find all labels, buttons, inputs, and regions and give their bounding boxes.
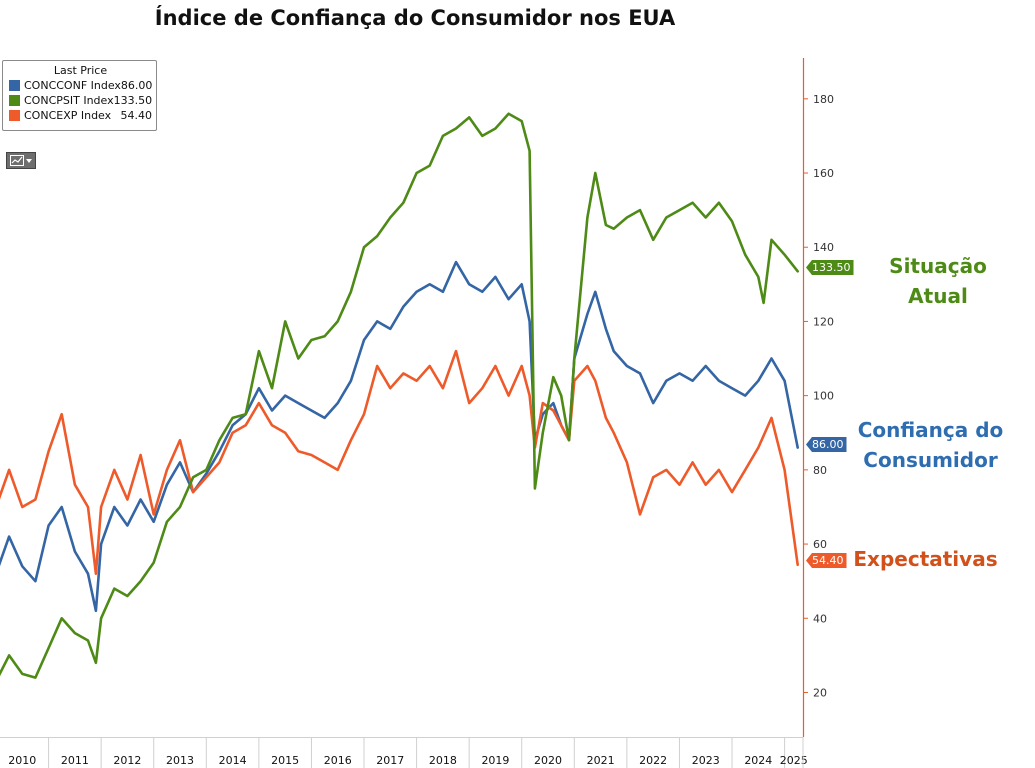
y-tick-label: 60 (813, 538, 827, 551)
legend-value: 133.50 (113, 94, 153, 107)
label-expectativas: Expectativas (853, 547, 998, 571)
x-tick-label: 2019 (481, 754, 509, 767)
series-line-concexp (0, 349, 800, 576)
y-tick-label: 80 (813, 464, 827, 477)
x-tick-label: 2010 (8, 754, 36, 767)
legend-swatch-concexp (9, 110, 20, 121)
x-tick-label: 2025 (780, 754, 808, 767)
legend-value: 86.00 (120, 79, 153, 92)
x-tick-label: 2013 (166, 754, 194, 767)
legend-item-concconf[interactable]: CONCCONF Index 86.00 (9, 78, 152, 93)
legend-value: 54.40 (120, 109, 153, 122)
x-tick-label: 2021 (587, 754, 615, 767)
legend-item-concpsit[interactable]: CONCPSIT Index 133.50 (9, 93, 152, 108)
x-tick-label: 2017 (376, 754, 404, 767)
chart-title: Índice de Confiança do Consumidor nos EU… (154, 6, 676, 30)
last-value-tag-concconf: 86.00 (806, 437, 847, 452)
y-tick-label: 20 (813, 686, 827, 699)
legend-label: CONCEXP Index (24, 109, 112, 122)
series-line-concconf (0, 260, 800, 613)
x-tick-label: 2022 (639, 754, 667, 767)
legend-swatch-concconf (9, 80, 20, 91)
chevron-down-icon (26, 158, 32, 163)
series-line-concpsit (0, 112, 800, 679)
legend-label: CONCCONF Index (24, 79, 121, 92)
y-tick-label: 140 (813, 241, 834, 254)
legend-swatch-concpsit (9, 95, 20, 106)
legend-header: Last Price (53, 64, 108, 77)
label-situacao-atual: Situação Atual (889, 254, 987, 308)
legend-item-concexp[interactable]: CONCEXP Index 54.40 (9, 108, 152, 123)
legend-label: CONCPSIT Index (24, 94, 114, 107)
x-tick-label: 2024 (744, 754, 772, 767)
legend: Last Price CONCCONF Index 86.00 CONCPSIT… (2, 60, 157, 131)
y-tick-label: 180 (813, 93, 834, 106)
last-value-tag-concpsit: 133.50 (806, 260, 854, 275)
label-confianca-line2: Consumidor (863, 448, 998, 472)
chart-type-button[interactable] (6, 152, 36, 169)
line-chart-icon (10, 155, 24, 166)
y-tick-label: 100 (813, 390, 834, 403)
x-tick-label: 2012 (113, 754, 141, 767)
x-tick-label: 2023 (692, 754, 720, 767)
x-tick-label: 2015 (271, 754, 299, 767)
x-tick-label: 2018 (429, 754, 457, 767)
x-tick-label: 2020 (534, 754, 562, 767)
x-tick-label: 2016 (324, 754, 352, 767)
label-confianca-line1: Confiança do (857, 418, 1004, 442)
last-value-tag-concexp: 54.40 (806, 553, 847, 568)
x-tick-label: 2011 (61, 754, 89, 767)
y-tick-label: 120 (813, 315, 834, 328)
x-tick-label: 2014 (219, 754, 247, 767)
y-tick-label: 160 (813, 167, 834, 180)
y-tick-label: 40 (813, 612, 827, 625)
